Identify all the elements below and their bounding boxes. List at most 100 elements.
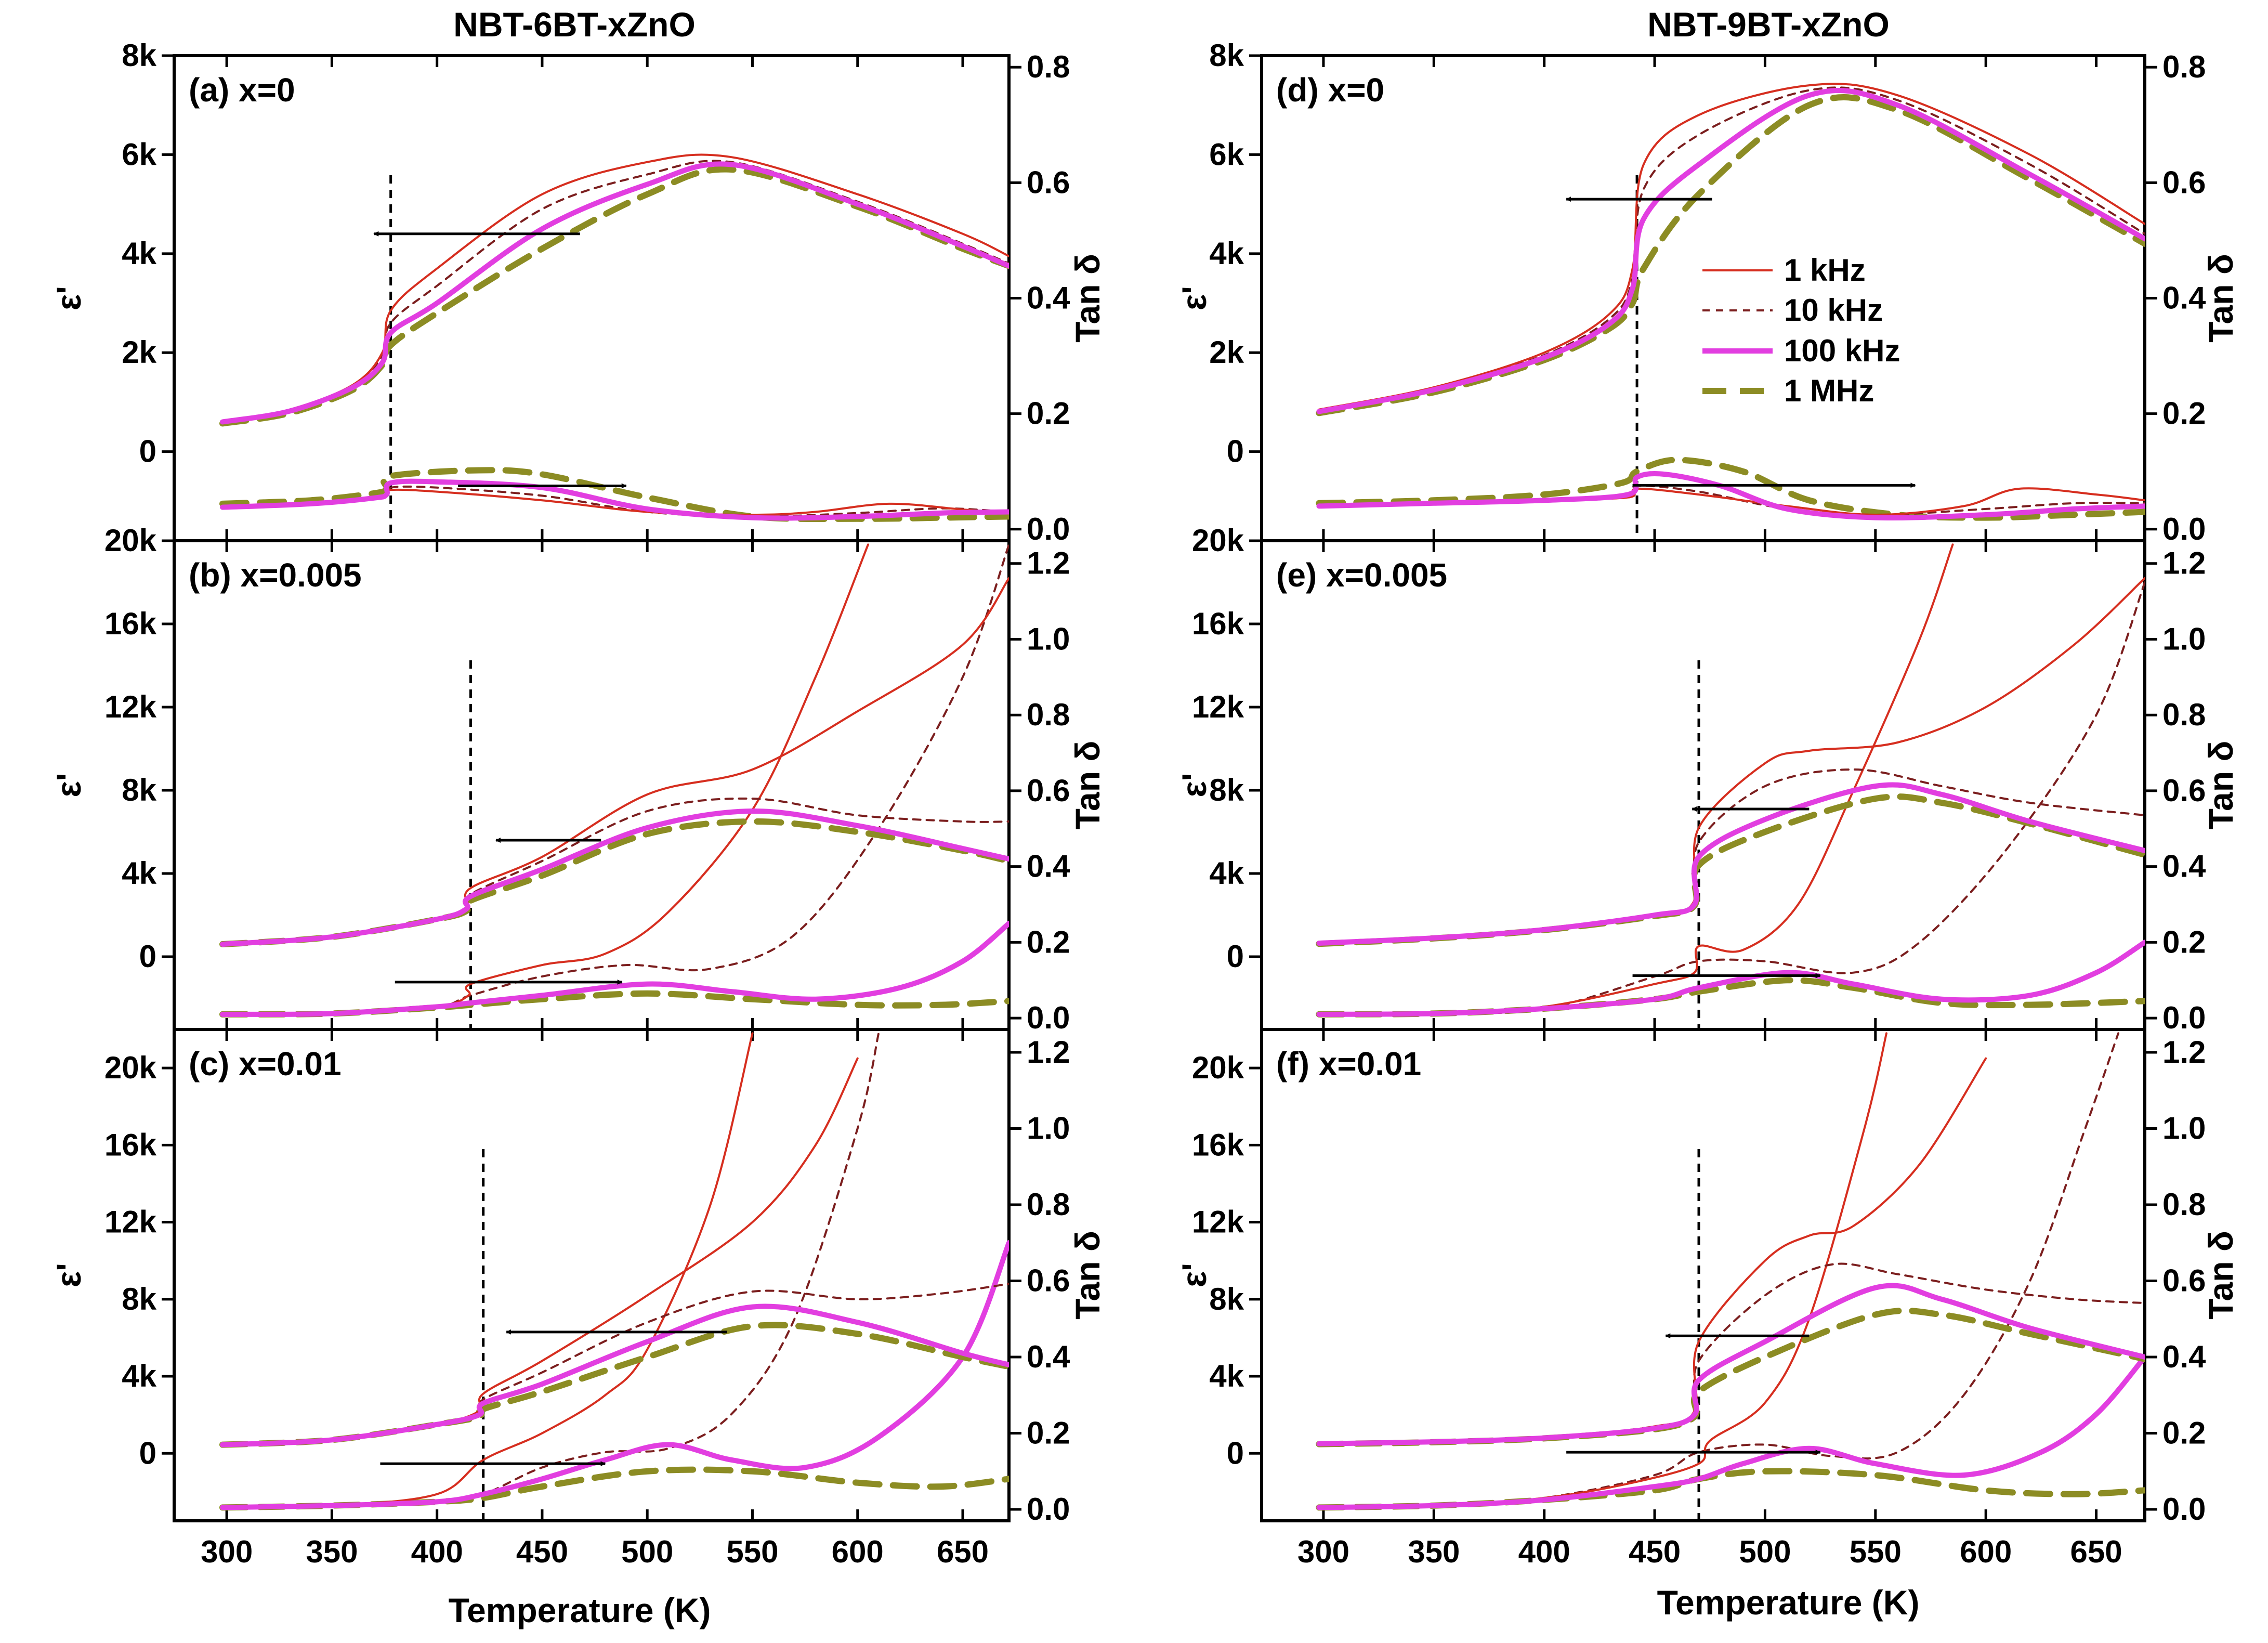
- tan-curve-1khz: [1318, 543, 1954, 1015]
- group-title-right: NBT-9BT-xZnO: [1647, 5, 1890, 44]
- y-right-tick-label: 0.0: [2162, 1000, 2206, 1035]
- y-right-tick-label: 1.2: [2162, 546, 2206, 581]
- legend: 1 kHz 10 kHz 100 kHz 1 MHz: [1702, 253, 1900, 408]
- y-left-tick-label: 0: [139, 939, 156, 974]
- curves-c: [219, 1032, 1009, 1511]
- y-right-axis-label: Tan δ: [2201, 254, 2240, 343]
- x-tick-label: 600: [832, 1534, 884, 1569]
- y-left-tick-label: 6k: [122, 137, 156, 172]
- y-left-tick-label: 0: [1227, 939, 1244, 974]
- y-left-axis-label: ε': [1175, 286, 1213, 310]
- y-left-tick-label: 16k: [104, 1127, 157, 1162]
- y-left-tick-label: 4k: [1209, 236, 1244, 271]
- panel-e: 0 4k 8k 12k 16k 20k 0.0 0.2 0.4 0.6 0.8 1.0 1.2 ε' Tan…: [1175, 523, 2240, 1035]
- eps-curve-1khz: [1318, 83, 2145, 411]
- y-right-axis-label: Tan δ: [2201, 741, 2240, 830]
- panel-title: (c) x=0.01: [189, 1045, 342, 1083]
- legend-label-1khz: 1 kHz: [1784, 253, 1866, 288]
- y-left-tick-label: 2k: [122, 335, 156, 370]
- y-right-tick-label: 0.2: [2162, 924, 2206, 959]
- y-right-tick-label: 0.8: [1027, 49, 1070, 84]
- eps-curve-10khz: [221, 160, 1009, 423]
- y-right-tick-label: 1.0: [1027, 1111, 1070, 1145]
- curves-b: [219, 543, 1009, 1018]
- y-right-tick-label: 0.8: [1027, 1187, 1070, 1222]
- y-right-tick-label: 0.6: [1027, 1263, 1070, 1298]
- x-tick-label: 550: [726, 1534, 778, 1569]
- y-left-tick-label: 8k: [1209, 38, 1244, 73]
- panel-d: 0 2k 4k 6k 8k 0.0 0.2 0.4 0.6 0.8 ε' Tan δ (d) x=0: [1175, 38, 2240, 546]
- panel-b: 0 4k 8k 12k 16k 20k 0.0 0.2 0.4 0.6 0.8 1.0 1.2 ε' Tan…: [49, 523, 1107, 1035]
- y-right-tick-label: 1.0: [2162, 1111, 2206, 1145]
- y-right-tick-label: 1.2: [1027, 1035, 1070, 1070]
- y-right-tick-label: 0.2: [1027, 1416, 1070, 1451]
- eps-curve-1khz: [1318, 1057, 1987, 1445]
- plot-frame-b: [173, 539, 1011, 1031]
- y-right-tick-label: 0.0: [1027, 1492, 1070, 1527]
- y-right-tick-label: 1.0: [1027, 621, 1070, 656]
- y-right-tick-label: 0.0: [1027, 512, 1070, 546]
- tan-curve-100khz: [1316, 471, 2145, 520]
- plot-frame-f: [1260, 1028, 2146, 1522]
- tan-curve-10khz: [221, 543, 1009, 1015]
- y-right-tick-label: 1.2: [2162, 1035, 2206, 1070]
- curves-f: [1316, 1032, 2145, 1511]
- y-left-tick-label: 8k: [122, 773, 156, 807]
- y-left-tick-label: 0: [1227, 434, 1244, 469]
- y-left-tick-label: 12k: [1192, 689, 1244, 724]
- eps-curve-1khz: [1318, 577, 2145, 944]
- eps-curve-1mhz: [219, 166, 1009, 427]
- y-left-tick-label: 12k: [1192, 1205, 1244, 1240]
- eps-curve-10khz: [1318, 1262, 2145, 1445]
- panel-a: 0 2k 4k 6k 8k 0.0 0.2 0.4 0.6 0.8 ε' Tan δ (a) x=0: [49, 38, 1107, 546]
- y-left-tick-label: 4k: [1209, 1359, 1244, 1393]
- tan-curve-10khz: [221, 1032, 880, 1509]
- tan-curve-100khz: [220, 478, 1009, 521]
- x-tick-label: 500: [621, 1534, 673, 1569]
- y-left-tick-label: 6k: [1209, 137, 1244, 172]
- y-left-tick-label: 4k: [1209, 856, 1244, 891]
- panel-title: (a) x=0: [189, 71, 295, 109]
- eps-curve-10khz: [1318, 86, 2145, 412]
- y-right-axis-label: Tan δ: [1068, 741, 1107, 830]
- y-left-tick-label: 2k: [1209, 335, 1244, 370]
- eps-curve-10khz: [221, 797, 1009, 945]
- y-left-tick-label: 4k: [122, 1359, 156, 1393]
- y-left-axis-label: ε': [49, 286, 88, 310]
- y-right-tick-label: 0.4: [2162, 281, 2206, 316]
- y-right-tick-label: 0.6: [1027, 165, 1070, 200]
- eps-curve-1khz: [221, 577, 1009, 945]
- y-left-tick-label: 20k: [104, 1050, 157, 1085]
- plot-frame-e: [1260, 539, 2146, 1031]
- y-right-tick-label: 0.8: [2162, 1187, 2206, 1222]
- plot-frame-c: [173, 1028, 1011, 1522]
- y-left-axis-label: ε': [49, 773, 88, 797]
- tan-curve-10khz: [1318, 1032, 2119, 1509]
- x-tick-label: 650: [937, 1534, 989, 1569]
- y-left-axis-label: ε': [1175, 773, 1213, 797]
- panel-title: (f) x=0.01: [1276, 1045, 1421, 1083]
- y-left-tick-label: 0: [139, 434, 156, 469]
- y-left-tick-label: 0: [1227, 1436, 1244, 1470]
- tan-curve-1mhz: [219, 467, 1009, 523]
- eps-curve-1mhz: [1316, 1307, 2145, 1448]
- y-left-tick-label: 20k: [104, 523, 157, 558]
- y-right-tick-label: 1.2: [1027, 546, 1070, 581]
- panel-title: (d) x=0: [1276, 71, 1384, 109]
- x-tick-label: 400: [1518, 1534, 1570, 1569]
- y-left-tick-label: 4k: [122, 856, 156, 891]
- y-right-axis-label: Tan δ: [1068, 1231, 1107, 1320]
- tan-curve-100khz: [220, 1240, 1009, 1510]
- tan-curve-10khz: [1318, 485, 2145, 516]
- group-title-left: NBT-6BT-xZnO: [453, 5, 696, 44]
- tan-curve-100khz: [1316, 1354, 2145, 1510]
- x-tick-label: 350: [306, 1534, 358, 1569]
- tan-curve-1khz: [221, 1032, 754, 1509]
- tan-curve-1mhz: [1316, 457, 2145, 521]
- y-right-tick-label: 0.2: [2162, 396, 2206, 431]
- y-right-tick-label: 0.4: [2162, 849, 2206, 884]
- y-left-tick-label: 0: [139, 1436, 156, 1470]
- plot-frame-a: [173, 54, 1011, 542]
- y-left-tick-label: 12k: [104, 1205, 157, 1240]
